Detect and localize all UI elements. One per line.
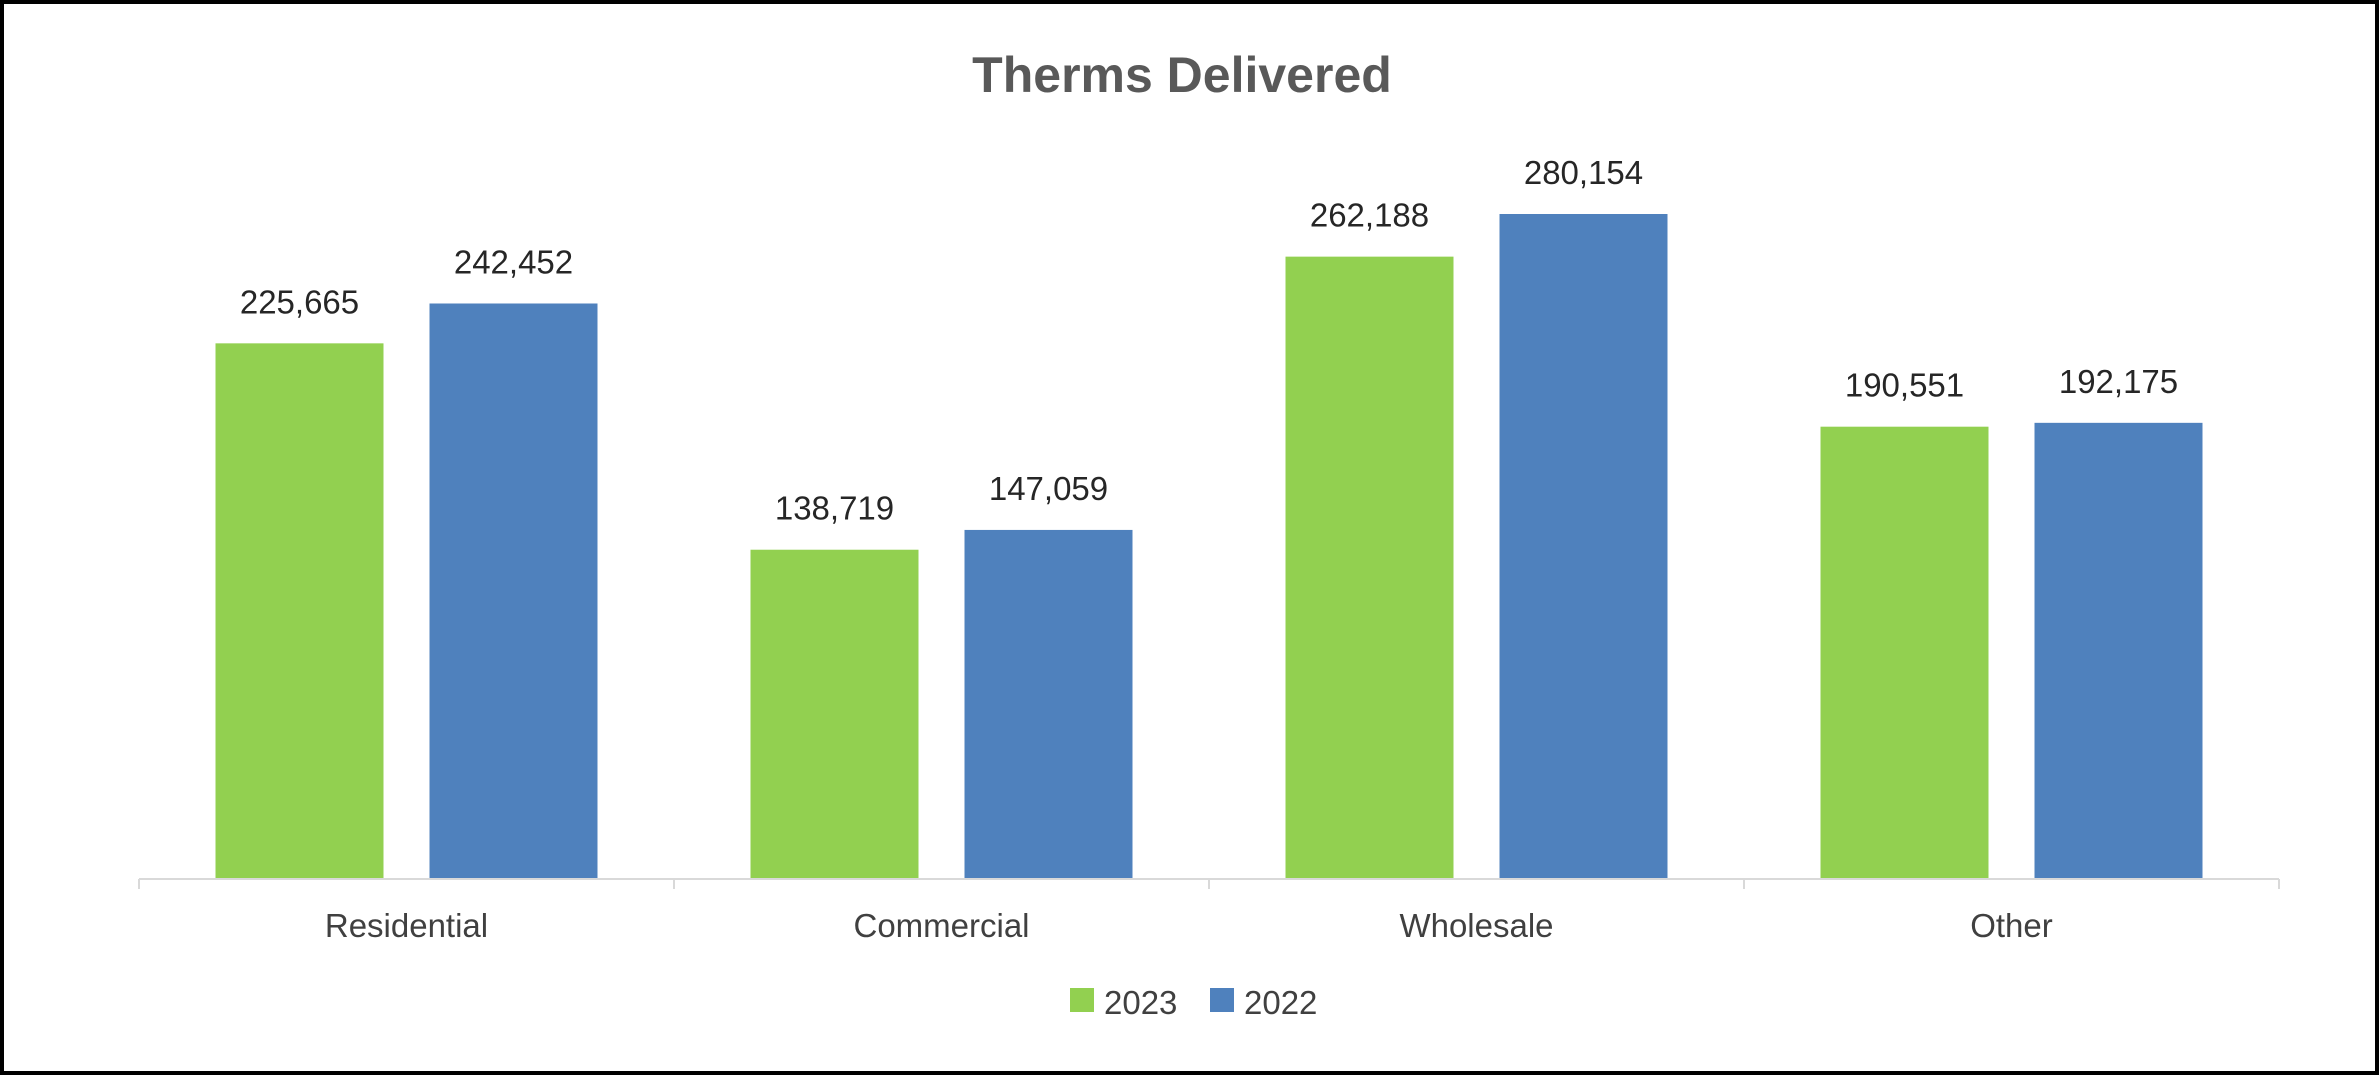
legend-swatch-2022: [1210, 988, 1234, 1012]
category-label: Commercial: [853, 907, 1029, 944]
bars-group: 225,665 242,452 138,719 147,059 262,188 280,1…: [215, 154, 2203, 880]
bar-residential-2023: [215, 343, 384, 880]
x-axis: Residential Commercial Wholesale Other: [138, 878, 2280, 944]
data-label: 242,452: [454, 243, 573, 280]
category-label: Wholesale: [1399, 907, 1553, 944]
legend-label: 2022: [1244, 984, 1317, 1021]
data-label: 280,154: [1524, 154, 1643, 191]
bar-commercial-2022: [964, 529, 1133, 879]
category-label: Other: [1970, 907, 2053, 944]
chart-title: Therms Delivered: [972, 47, 1392, 103]
bar-other-2023: [1820, 426, 1989, 879]
data-label: 192,175: [2059, 363, 2178, 400]
bar-residential-2022: [429, 303, 598, 879]
data-label: 225,665: [240, 283, 359, 320]
bar-chart: Therms Delivered 225,665 242,452 138,719 14…: [138, 47, 2280, 1021]
data-label: 190,551: [1845, 367, 1964, 404]
legend-label: 2023: [1104, 984, 1177, 1021]
bar-commercial-2023: [750, 549, 919, 879]
bar-other-2022: [2034, 422, 2203, 879]
category-label: Residential: [325, 907, 488, 944]
bar-wholesale-2023: [1285, 256, 1454, 879]
legend-swatch-2023: [1070, 988, 1094, 1012]
legend: 2023 2022: [1070, 984, 1317, 1021]
data-label: 262,188: [1310, 197, 1429, 234]
data-label: 138,719: [775, 490, 894, 527]
data-label: 147,059: [989, 470, 1108, 507]
bar-wholesale-2022: [1499, 214, 1668, 879]
